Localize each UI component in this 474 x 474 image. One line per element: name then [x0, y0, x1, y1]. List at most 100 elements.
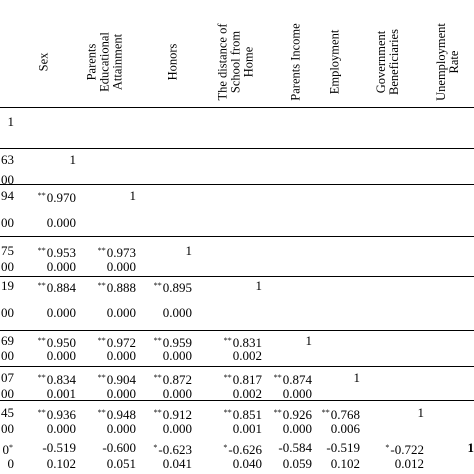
table-cell: **0.953	[38, 244, 76, 260]
table-cell: 1	[186, 244, 193, 258]
row-divider	[0, 276, 474, 277]
cell-value: 0.059	[282, 456, 312, 471]
table-cell: **0.874	[274, 371, 312, 387]
cell-value: 0.912	[162, 407, 192, 422]
table-cell: 0.002	[233, 349, 262, 363]
cell-value: 0.973	[106, 245, 136, 260]
significance-marker: **	[37, 373, 46, 382]
cell-value: 0.970	[46, 190, 76, 205]
cell-value: 0.041	[162, 456, 192, 471]
table-cell: **0.768	[322, 406, 360, 422]
table-cell: 0.000	[163, 349, 192, 363]
cell-value: 0.001	[232, 421, 262, 436]
significance-marker: **	[273, 373, 282, 382]
table-cell: 1	[256, 279, 263, 293]
cell-value: 0.002	[232, 348, 262, 363]
cell-value: 0.006	[330, 421, 360, 436]
table-cell: 0.000	[107, 349, 136, 363]
cell-value: 00	[1, 348, 14, 363]
cell-value: 1	[305, 333, 313, 348]
cell-value: 0.884	[46, 280, 76, 295]
cell-value: 0.936	[46, 407, 76, 422]
column-header: Parents Income	[289, 23, 303, 100]
row-divider	[0, 107, 474, 108]
cell-value: 0.953	[46, 245, 76, 260]
table-cell: 1	[354, 371, 361, 385]
column-header-line: Home	[241, 46, 256, 78]
table-cell: -0.519	[326, 441, 360, 455]
cell-value: 07	[1, 370, 14, 385]
cell-value: 0.817	[232, 372, 262, 387]
cell-value: 0	[7, 456, 15, 471]
table-cell: 0	[8, 457, 15, 471]
table-cell: 0.000	[107, 422, 136, 436]
cell-value: 0.874	[282, 372, 312, 387]
table-cell: 0.001	[47, 387, 76, 401]
column-header-line: Sex	[36, 52, 51, 72]
row-divider	[0, 330, 474, 331]
table-cell: 0.001	[233, 422, 262, 436]
significance-marker: *	[9, 443, 13, 452]
cell-value: 1	[255, 278, 263, 293]
cell-value: -0.519	[42, 440, 76, 455]
cell-value: 0.895	[162, 280, 192, 295]
table-cell: *-0.623	[153, 441, 192, 457]
cell-value: 0.959	[162, 335, 192, 350]
table-cell: 0.000	[283, 422, 312, 436]
table-cell: 07	[1, 371, 14, 385]
cell-value: 0.000	[282, 386, 312, 401]
cell-value: 0.012	[394, 456, 424, 471]
cell-value: 00	[1, 305, 14, 320]
cell-value: 75	[1, 243, 14, 258]
column-header: Government Beneficiaries	[374, 29, 401, 95]
significance-marker: **	[37, 246, 46, 255]
cell-value: 00	[1, 386, 14, 401]
table-cell: 0.040	[233, 457, 262, 471]
cell-value: 0	[2, 442, 10, 457]
cell-value: 19	[1, 278, 14, 293]
column-header-line: Attainment	[110, 33, 125, 91]
cell-value: 0.001	[46, 386, 76, 401]
column-header-cut: ...	[0, 35, 3, 45]
table-cell: 0.000	[107, 387, 136, 401]
cell-value: 1	[129, 188, 137, 203]
column-header-line: Beneficiaries	[387, 29, 401, 95]
cell-value: 0.000	[162, 348, 192, 363]
table-cell: **0.950	[38, 334, 76, 350]
cell-value: 0.851	[232, 407, 262, 422]
table-cell: 1	[8, 115, 15, 129]
cell-value: 0.831	[232, 335, 262, 350]
significance-marker: **	[321, 408, 330, 417]
table-cell: *-0.626	[223, 441, 262, 457]
cell-value: 1	[417, 405, 425, 420]
row-divider	[0, 366, 474, 367]
table-cell: **0.973	[98, 244, 136, 260]
table-cell: -0.519	[42, 441, 76, 455]
table-cell: 0.000	[163, 306, 192, 320]
cell-value: 0.872	[162, 372, 192, 387]
table-cell: **0.834	[38, 371, 76, 387]
table-cell: **0.817	[224, 371, 262, 387]
cell-value: 0.768	[330, 407, 360, 422]
table-cell: **0.912	[154, 406, 192, 422]
table-cell: 1	[418, 406, 425, 420]
cell-value: 00	[1, 259, 14, 274]
significance-marker: *	[153, 443, 158, 452]
table-cell: **0.895	[154, 279, 192, 295]
table-cell: 0.000	[47, 306, 76, 320]
table-cell: 19	[1, 279, 14, 293]
column-header-line: Employment	[327, 29, 342, 95]
table-cell: **0.888	[98, 279, 136, 295]
row-divider	[0, 148, 474, 149]
table-cell: **0.884	[38, 279, 76, 295]
row-divider	[0, 236, 474, 237]
table-cell: 00	[1, 306, 14, 320]
significance-marker: **	[97, 408, 106, 417]
table-cell: 0.000	[47, 349, 76, 363]
table-cell: **0.851	[224, 406, 262, 422]
cell-value: 0.000	[106, 259, 136, 274]
significance-marker: *	[385, 443, 390, 452]
cell-value: 0.972	[106, 335, 136, 350]
table-cell: 0.000	[163, 387, 192, 401]
significance-marker: **	[37, 191, 46, 200]
